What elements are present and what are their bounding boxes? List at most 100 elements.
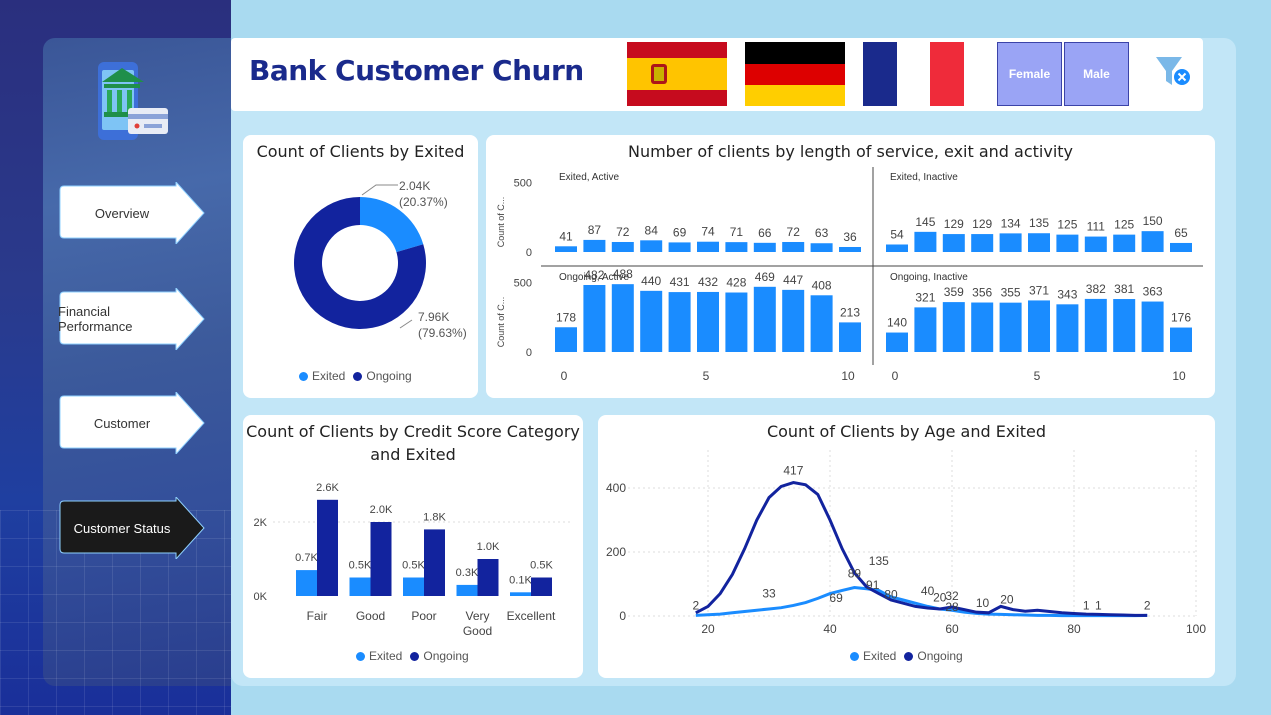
- tenure-bar[interactable]: [1084, 236, 1107, 252]
- tenure-bar[interactable]: [640, 240, 663, 252]
- tenure-bar[interactable]: [725, 242, 748, 252]
- tenure-bar[interactable]: [942, 302, 965, 352]
- tenure-bar[interactable]: [1084, 298, 1107, 352]
- tenure-bar[interactable]: [611, 284, 634, 352]
- tenure-bar-label: 356: [972, 286, 992, 300]
- arrow-shape: [59, 182, 205, 244]
- credit-bar-exited[interactable]: [456, 584, 478, 596]
- tenure-bar[interactable]: [1028, 233, 1050, 252]
- credit-bar-ongoing[interactable]: [477, 559, 499, 596]
- credit-bar-label: 1.0K: [477, 541, 500, 553]
- tenure-bar[interactable]: [1113, 299, 1136, 352]
- x-category-label: Fair: [307, 609, 328, 623]
- age-point-label: 69: [829, 591, 843, 605]
- age-line-exited[interactable]: [695, 586, 1148, 618]
- donut-exited-pct: (20.37%): [399, 195, 448, 209]
- tenure-bar[interactable]: [753, 242, 776, 252]
- tenure-bar[interactable]: [555, 327, 577, 352]
- tenure-bar[interactable]: [839, 246, 861, 252]
- nav-overview-button[interactable]: Overview: [58, 182, 206, 244]
- tenure-bar[interactable]: [999, 302, 1022, 352]
- male-slicer-button[interactable]: Male: [1064, 42, 1129, 106]
- tenure-bar[interactable]: [886, 244, 908, 252]
- tenure-bar[interactable]: [725, 292, 748, 352]
- tenure-bar[interactable]: [839, 322, 861, 352]
- age-point-label: 28: [945, 600, 959, 614]
- credit-bar-label: 0.7K: [295, 552, 318, 564]
- credit-bar-exited[interactable]: [403, 577, 424, 597]
- y-axis-title: Count of C...: [496, 297, 506, 348]
- tenure-bar-label: 63: [815, 226, 829, 240]
- credit-bar-ongoing[interactable]: [531, 577, 552, 597]
- tenure-bar[interactable]: [810, 243, 833, 252]
- france-flag-icon[interactable]: [863, 42, 964, 106]
- credit-bar-ongoing[interactable]: [424, 529, 445, 596]
- x-category-label: Good: [356, 609, 385, 623]
- tenure-bar-label: 359: [944, 285, 964, 299]
- nav-customer-button[interactable]: Customer: [58, 392, 206, 454]
- tenure-bar[interactable]: [1141, 231, 1164, 252]
- tenure-bar[interactable]: [697, 291, 719, 352]
- tenure-bar[interactable]: [1170, 327, 1192, 352]
- exited-legend-label: Exited: [369, 649, 403, 663]
- age-point-label: 20: [933, 591, 947, 605]
- credit-bar-ongoing[interactable]: [317, 499, 338, 596]
- tenure-bar[interactable]: [1028, 300, 1050, 352]
- tenure-bar[interactable]: [640, 290, 663, 352]
- y-tick-label: 500: [514, 278, 532, 290]
- tenure-bar[interactable]: [753, 286, 776, 352]
- tenure-bar[interactable]: [971, 302, 994, 352]
- clear-filter-icon[interactable]: [1154, 55, 1194, 91]
- tenure-bar[interactable]: [668, 242, 691, 252]
- tenure-bar-label: 129: [972, 217, 992, 231]
- donut-card: Count of Clients by Exited: [243, 135, 478, 398]
- tenure-bar[interactable]: [999, 233, 1022, 252]
- tenure-bar[interactable]: [810, 295, 833, 352]
- tenure-bar[interactable]: [611, 241, 634, 252]
- credit-bar-exited[interactable]: [510, 592, 531, 596]
- tenure-bar[interactable]: [668, 292, 691, 352]
- credit-bar-ongoing[interactable]: [370, 522, 392, 596]
- tenure-bar[interactable]: [555, 246, 577, 252]
- tenure-bar[interactable]: [697, 241, 719, 252]
- donut-slice-ongoing[interactable]: [294, 197, 426, 329]
- age-card: Count of Clients by Age and Exited: [598, 415, 1215, 678]
- tenure-bar[interactable]: [1056, 234, 1079, 252]
- tenure-bar[interactable]: [782, 289, 805, 352]
- spain-flag-icon[interactable]: [627, 42, 727, 106]
- bank-app-icon: [98, 62, 168, 140]
- panel-label: Ongoing, Active: [559, 272, 629, 283]
- tenure-bar-label: 408: [812, 278, 832, 292]
- tenure-bar[interactable]: [914, 307, 937, 352]
- tenure-bar[interactable]: [782, 241, 805, 252]
- tenure-bar[interactable]: [1141, 301, 1164, 352]
- tenure-bar[interactable]: [583, 285, 606, 352]
- credit-bar-exited[interactable]: [349, 577, 371, 597]
- tenure-bar[interactable]: [942, 234, 965, 252]
- nav-financial-performance-button[interactable]: Financial Performance: [58, 288, 206, 350]
- tenure-bar[interactable]: [1170, 242, 1192, 252]
- y-tick-label: 0: [619, 609, 626, 623]
- age-point-label: 40: [921, 584, 935, 598]
- tenure-bar[interactable]: [583, 239, 606, 252]
- x-tick-label: 60: [945, 622, 959, 636]
- tenure-bar[interactable]: [886, 332, 908, 352]
- age-line-ongoing[interactable]: [695, 481, 1148, 617]
- germany-flag-icon[interactable]: [745, 42, 845, 106]
- tenure-bar[interactable]: [971, 234, 994, 252]
- tenure-bar[interactable]: [1113, 234, 1136, 252]
- age-point-label: 1: [1083, 599, 1090, 613]
- tenure-bar[interactable]: [1056, 304, 1079, 352]
- credit-bar-label: 2.6K: [316, 482, 339, 494]
- age-point-label: 33: [762, 586, 776, 600]
- nav-customer-label: Customer: [93, 415, 151, 431]
- tenure-bar[interactable]: [914, 231, 937, 252]
- donut-slice-exited[interactable]: [360, 197, 424, 253]
- credit-bar-exited[interactable]: [296, 570, 317, 596]
- x-tick-label: 5: [1034, 369, 1041, 383]
- nav-customer-status-button[interactable]: Customer Status: [58, 497, 206, 559]
- female-slicer-button[interactable]: Female: [997, 42, 1062, 106]
- credit-card: Count of Clients by Credit Score Categor…: [243, 415, 583, 678]
- y-axis-title: Count of C...: [496, 197, 506, 248]
